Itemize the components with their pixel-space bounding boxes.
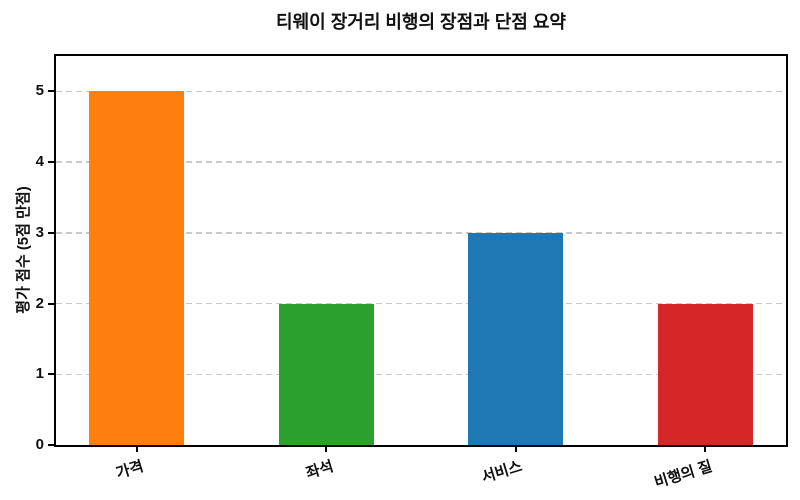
x-tick-label-3: 비행의 질: [652, 457, 715, 492]
gridline-y5: [56, 90, 786, 93]
chart-title: 티웨이 장거리 비행의 장점과 단점 요약: [276, 12, 566, 32]
y-tick-3: [48, 231, 54, 234]
x-tick-label-1: 좌석: [303, 457, 336, 483]
gridline-y1: [56, 373, 786, 375]
y-tick-label-5: 5: [35, 82, 44, 100]
bar-좌석: [278, 303, 374, 445]
x-tick-2: [514, 447, 517, 452]
y-tick-0: [48, 444, 54, 446]
y-tick-label-2: 2: [35, 294, 44, 312]
x-tick-label-0: 가격: [114, 457, 146, 483]
x-tick-0: [135, 447, 138, 452]
y-tick-label-3: 3: [35, 223, 44, 241]
gridline-y4: [56, 161, 786, 163]
y-tick-5: [48, 90, 54, 93]
y-tick-label-0: 0: [35, 436, 44, 453]
y-tick-label-4: 4: [35, 153, 44, 171]
gridline-y3: [56, 232, 786, 234]
y-tick-2: [48, 302, 54, 305]
x-tick-3: [704, 447, 707, 452]
bar-비행의 질: [658, 303, 753, 445]
bar-가격: [89, 91, 184, 445]
y-tick-1: [48, 373, 54, 376]
x-tick-label-2: 서비스: [480, 457, 525, 487]
bar-서비스: [468, 232, 564, 445]
x-tick-1: [325, 447, 328, 452]
y-tick-label-1: 1: [35, 365, 44, 383]
gridline-y2: [56, 302, 786, 305]
y-tick-4: [48, 161, 54, 164]
